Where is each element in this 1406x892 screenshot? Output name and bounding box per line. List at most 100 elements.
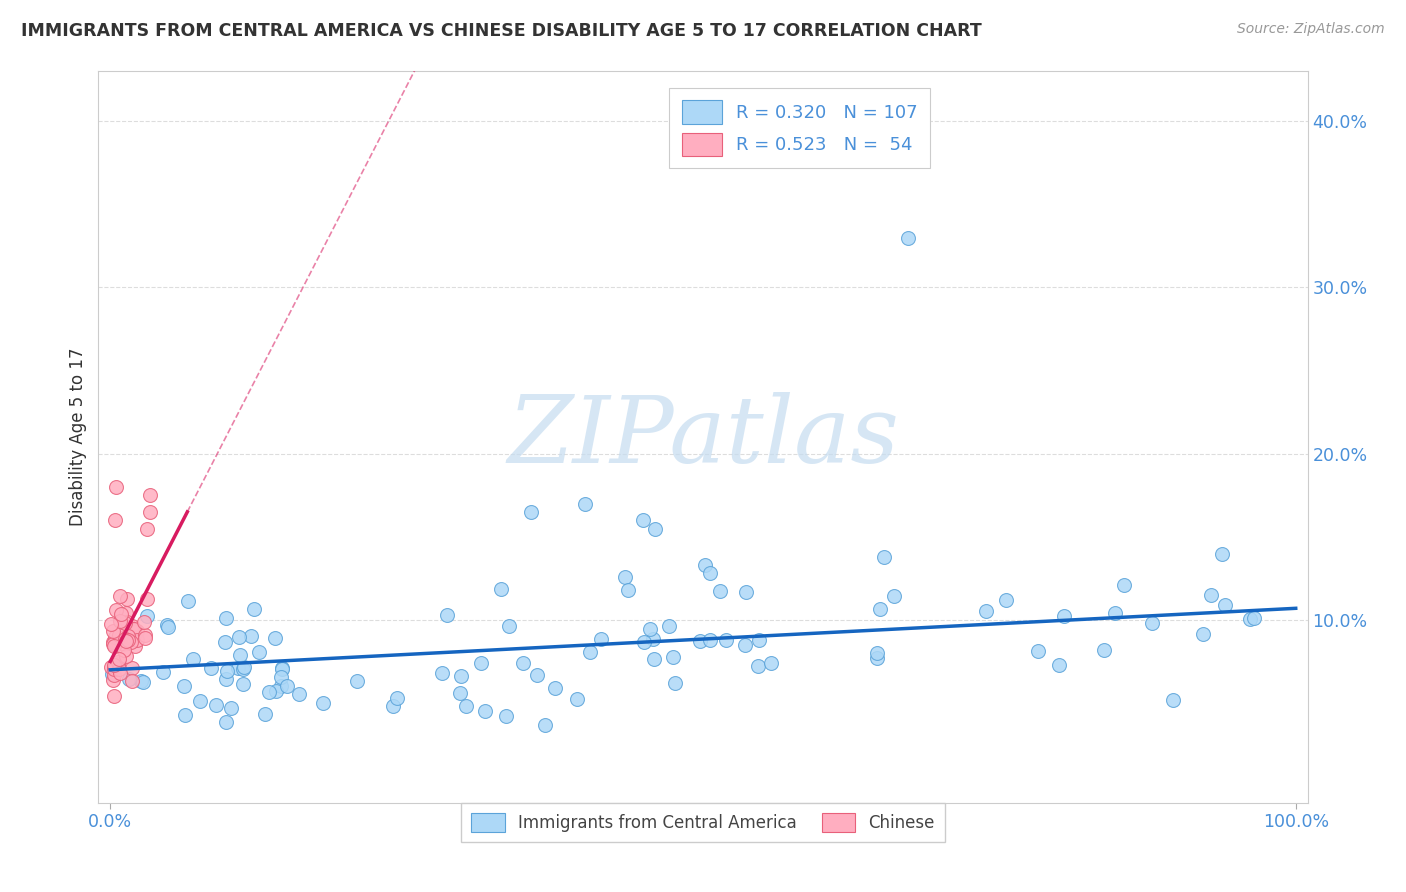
Point — [470, 657, 492, 671]
Point — [633, 513, 655, 527]
Point — [103, 690, 125, 704]
Point — [866, 646, 889, 660]
Point — [689, 633, 711, 648]
Point — [449, 686, 471, 700]
Point — [174, 708, 197, 723]
Point — [974, 604, 997, 618]
Point — [188, 694, 211, 708]
Point — [633, 635, 655, 649]
Point — [312, 696, 335, 710]
Point — [115, 615, 138, 630]
Point — [454, 699, 477, 714]
Point — [644, 521, 666, 535]
Point — [103, 662, 125, 676]
Point — [591, 632, 613, 647]
Point — [526, 668, 548, 682]
Point — [103, 639, 125, 653]
Point — [436, 608, 458, 623]
Point — [520, 505, 543, 519]
Point — [135, 609, 157, 624]
Point — [643, 632, 665, 647]
Point — [270, 670, 292, 684]
Point — [103, 659, 125, 673]
Point — [873, 550, 896, 565]
Point — [699, 566, 721, 581]
Point — [115, 633, 138, 648]
Point — [139, 488, 162, 502]
Point — [117, 629, 139, 643]
Point — [134, 628, 156, 642]
Text: Source: ZipAtlas.com: Source: ZipAtlas.com — [1237, 22, 1385, 37]
Point — [121, 674, 143, 689]
Point — [288, 687, 311, 701]
Point — [108, 615, 131, 629]
Point — [100, 660, 122, 674]
Point — [103, 668, 125, 682]
Point — [638, 622, 661, 636]
Point — [200, 661, 222, 675]
Point — [115, 592, 138, 607]
Point — [103, 630, 125, 644]
Point — [132, 675, 155, 690]
Point — [107, 652, 129, 666]
Point — [127, 633, 149, 648]
Point — [1213, 598, 1236, 612]
Point — [103, 657, 125, 672]
Point — [120, 635, 142, 649]
Point — [1211, 547, 1233, 561]
Point — [129, 674, 152, 689]
Point — [346, 673, 368, 688]
Point — [747, 659, 769, 673]
Point — [699, 632, 721, 647]
Point — [382, 699, 405, 714]
Point — [661, 650, 683, 665]
Point — [155, 618, 177, 632]
Point — [132, 615, 155, 629]
Point — [1140, 615, 1163, 630]
Point — [226, 661, 249, 675]
Point — [135, 591, 157, 606]
Point — [1092, 643, 1115, 657]
Text: IMMIGRANTS FROM CENTRAL AMERICA VS CHINESE DISABILITY AGE 5 TO 17 CORRELATION CH: IMMIGRANTS FROM CENTRAL AMERICA VS CHINE… — [21, 22, 981, 40]
Point — [177, 594, 200, 608]
Point — [215, 664, 238, 678]
Point — [114, 615, 136, 630]
Point — [107, 628, 129, 642]
Point — [759, 657, 782, 671]
Point — [534, 718, 557, 732]
Point — [714, 632, 737, 647]
Point — [205, 698, 228, 712]
Point — [136, 521, 159, 535]
Point — [110, 607, 132, 622]
Point — [114, 632, 136, 646]
Point — [183, 652, 205, 666]
Point — [498, 619, 520, 633]
Point — [121, 619, 143, 633]
Point — [232, 677, 254, 691]
Point — [101, 637, 124, 651]
Y-axis label: Disability Age 5 to 17: Disability Age 5 to 17 — [69, 348, 87, 526]
Point — [565, 692, 588, 706]
Point — [101, 634, 124, 648]
Legend: Immigrants from Central America, Chinese: Immigrants from Central America, Chinese — [461, 803, 945, 842]
Point — [264, 683, 287, 698]
Point — [1243, 611, 1265, 625]
Point — [108, 666, 131, 681]
Point — [219, 700, 242, 714]
Point — [270, 662, 292, 676]
Point — [101, 673, 124, 687]
Point — [134, 631, 156, 645]
Point — [104, 603, 127, 617]
Point — [110, 589, 132, 603]
Point — [124, 622, 146, 636]
Point — [243, 601, 266, 615]
Point — [110, 631, 132, 645]
Point — [430, 666, 453, 681]
Point — [112, 643, 135, 657]
Point — [1047, 658, 1070, 673]
Point — [617, 582, 640, 597]
Point — [544, 681, 567, 695]
Point — [474, 705, 496, 719]
Point — [866, 650, 889, 665]
Point — [734, 638, 756, 652]
